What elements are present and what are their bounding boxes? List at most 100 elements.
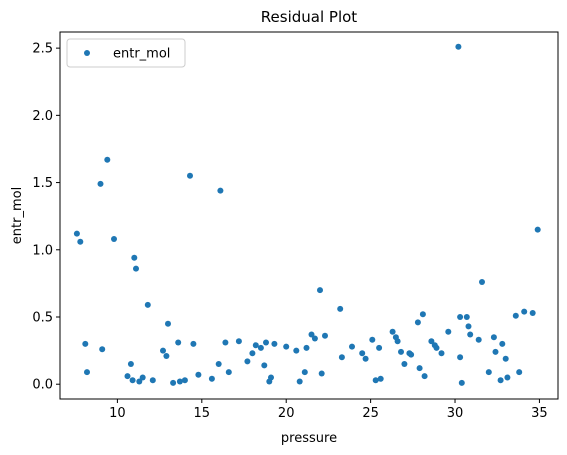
legend-marker bbox=[84, 50, 90, 56]
scatter-point bbox=[377, 375, 384, 382]
scatter-point bbox=[268, 374, 274, 381]
scatter-point bbox=[521, 308, 528, 315]
scatter-point bbox=[301, 369, 308, 376]
scatter-point bbox=[208, 375, 215, 382]
scatter-point bbox=[176, 378, 183, 385]
scatter-point bbox=[99, 346, 106, 353]
legend-box bbox=[66, 38, 186, 68]
scatter-point bbox=[401, 361, 408, 367]
scatter-point bbox=[457, 314, 464, 320]
scatter-point bbox=[308, 331, 315, 338]
scatter-point bbox=[82, 340, 89, 347]
scatter-point bbox=[457, 354, 464, 361]
plot-frame bbox=[59, 31, 559, 400]
scatter-point bbox=[84, 369, 90, 376]
scatter-point bbox=[529, 310, 536, 316]
scatter-point bbox=[263, 339, 269, 346]
scatter-point bbox=[372, 377, 379, 384]
scatter-point bbox=[139, 374, 146, 381]
scatter-point bbox=[362, 355, 369, 362]
scatter-point bbox=[252, 342, 259, 349]
scatter-point bbox=[97, 180, 104, 187]
scatter-point bbox=[160, 347, 166, 354]
legend-label: entr_mol bbox=[113, 47, 170, 62]
scatter-point bbox=[428, 338, 435, 345]
scatter-point bbox=[217, 187, 224, 194]
y-tick-label: 0.0 bbox=[32, 378, 53, 393]
scatter-point bbox=[311, 335, 318, 342]
scatter-point bbox=[479, 279, 485, 285]
scatter-point bbox=[225, 369, 232, 376]
scatter-point bbox=[512, 312, 519, 319]
scatter-point bbox=[490, 334, 497, 341]
scatter-point bbox=[129, 377, 136, 384]
scatter-point bbox=[414, 319, 421, 326]
legend: entr_mol bbox=[66, 38, 186, 68]
y-axis-ticks: 0.0 0.5 1.0 1.5 2.0 2.5 bbox=[32, 42, 60, 393]
x-tick-label: 25 bbox=[362, 406, 379, 421]
scatter-point bbox=[419, 311, 426, 318]
scatter-point bbox=[170, 379, 177, 386]
chart-title: Residual Plot bbox=[261, 8, 358, 26]
scatter-point bbox=[338, 354, 345, 361]
x-tick-label: 10 bbox=[109, 406, 126, 421]
scatter-point bbox=[296, 378, 303, 385]
scatter-point bbox=[222, 339, 229, 346]
scatter-point bbox=[104, 156, 111, 163]
scatter-point bbox=[438, 350, 445, 357]
scatter-point bbox=[504, 374, 511, 381]
scatter-point bbox=[244, 358, 251, 365]
y-tick-label: 2.5 bbox=[32, 42, 53, 57]
scatter-point bbox=[149, 377, 156, 384]
x-axis-ticks: 10 15 20 25 30 35 bbox=[109, 399, 548, 421]
scatter-point bbox=[416, 365, 423, 372]
scatter-point bbox=[215, 361, 222, 367]
x-tick-label: 15 bbox=[194, 406, 211, 421]
y-tick-label: 1.0 bbox=[32, 243, 53, 258]
scatter-point bbox=[389, 328, 396, 335]
scatter-point bbox=[421, 373, 428, 380]
scatter-point bbox=[492, 348, 499, 355]
scatter-point bbox=[73, 230, 80, 237]
scatter-point bbox=[534, 226, 541, 233]
scatter-point bbox=[187, 172, 193, 179]
scatter-point bbox=[283, 343, 290, 350]
scatter-point bbox=[485, 369, 492, 376]
scatter-point bbox=[293, 347, 300, 354]
scatter-point bbox=[458, 379, 465, 386]
data-points bbox=[73, 43, 541, 386]
scatter-point bbox=[190, 340, 197, 347]
scatter-point bbox=[133, 265, 139, 272]
scatter-point bbox=[124, 373, 131, 380]
scatter-point bbox=[463, 314, 470, 320]
scatter-point bbox=[475, 336, 482, 343]
scatter-point bbox=[467, 331, 474, 338]
scatter-point bbox=[127, 361, 134, 367]
y-axis-label: entr_mol bbox=[10, 187, 25, 244]
scatter-point bbox=[465, 323, 472, 330]
scatter-point bbox=[499, 340, 506, 347]
y-tick-label: 1.5 bbox=[32, 176, 53, 191]
scatter-point bbox=[318, 370, 325, 377]
scatter-point bbox=[502, 355, 509, 362]
scatter-point bbox=[303, 344, 310, 351]
scatter-point bbox=[163, 353, 170, 359]
scatter-point bbox=[261, 362, 268, 369]
x-tick-label: 35 bbox=[531, 406, 548, 421]
scatter-point bbox=[175, 339, 182, 346]
scatter-point bbox=[111, 236, 117, 242]
scatter-point bbox=[136, 378, 143, 385]
scatter-point bbox=[455, 43, 462, 50]
scatter-point bbox=[235, 338, 242, 345]
x-tick-label: 30 bbox=[447, 406, 464, 421]
scatter-point bbox=[376, 344, 383, 351]
scatter-point bbox=[369, 336, 376, 343]
scatter-point bbox=[181, 377, 188, 384]
scatter-point bbox=[131, 254, 138, 261]
scatter-point bbox=[317, 287, 323, 294]
scatter-point bbox=[445, 328, 452, 335]
scatter-point bbox=[394, 338, 401, 345]
scatter-point bbox=[144, 301, 151, 308]
